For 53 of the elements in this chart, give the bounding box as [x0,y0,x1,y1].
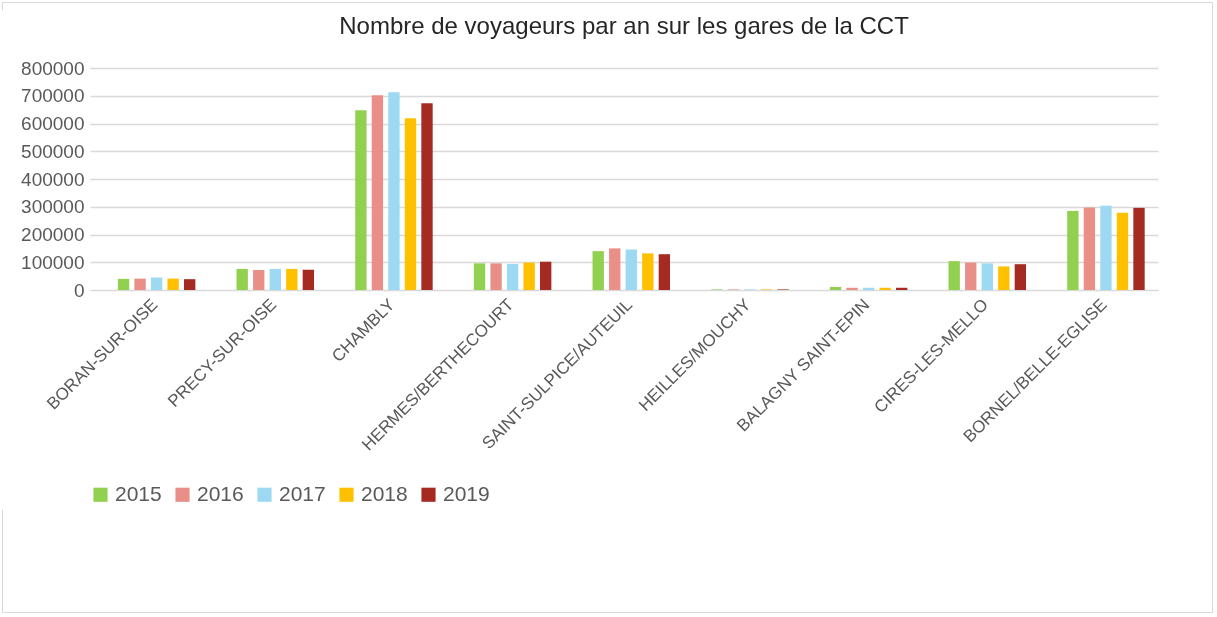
bar [1100,205,1112,290]
y-tick-label: 100000 [21,251,85,273]
y-tick-label: 0 [73,279,85,301]
bar [167,278,179,290]
y-tick-label: 600000 [21,113,85,134]
legend-label: 2019 [443,481,490,505]
bar [642,253,654,290]
y-tick-label: 300000 [21,196,85,218]
legend-label: 2017 [279,481,326,505]
y-tick-label: 500000 [21,140,85,162]
bar [609,248,621,290]
bar [625,249,637,290]
bar [473,263,486,290]
bar [150,277,163,290]
bar [1014,264,1027,290]
y-tick-label: 700000 [21,85,85,107]
bar [1067,210,1079,290]
bar [371,95,384,290]
bar [355,110,367,290]
bar [592,251,604,290]
bar [302,269,315,290]
legend-label: 2015 [115,481,162,505]
legend-label: 2016 [197,481,244,505]
bar [253,270,265,290]
bar [506,263,519,290]
bar [540,261,552,290]
y-tick-label: 800000 [21,57,85,79]
legend-label: 2018 [361,481,408,505]
bar [490,263,502,290]
bar [829,286,842,290]
bar [658,254,671,290]
bar [1083,207,1096,290]
bar [1133,207,1145,290]
bar [269,268,281,290]
bar [388,92,400,290]
y-tick-label: 400000 [21,168,85,190]
bar [421,103,433,290]
bar [998,266,1010,290]
bar [236,268,248,290]
bar [965,262,977,290]
bar [879,287,891,290]
bar [134,278,146,290]
bar [184,279,196,290]
bar [981,263,993,290]
bar [286,268,298,290]
bar [948,261,960,290]
bar [117,278,130,290]
bar [523,262,535,290]
bar [1116,212,1129,290]
bar [846,287,858,290]
bar [404,118,417,290]
chart-title: Nombre de voyageurs par an sur les gares de la CCT [339,12,910,39]
y-tick-label: 200000 [21,224,85,245]
